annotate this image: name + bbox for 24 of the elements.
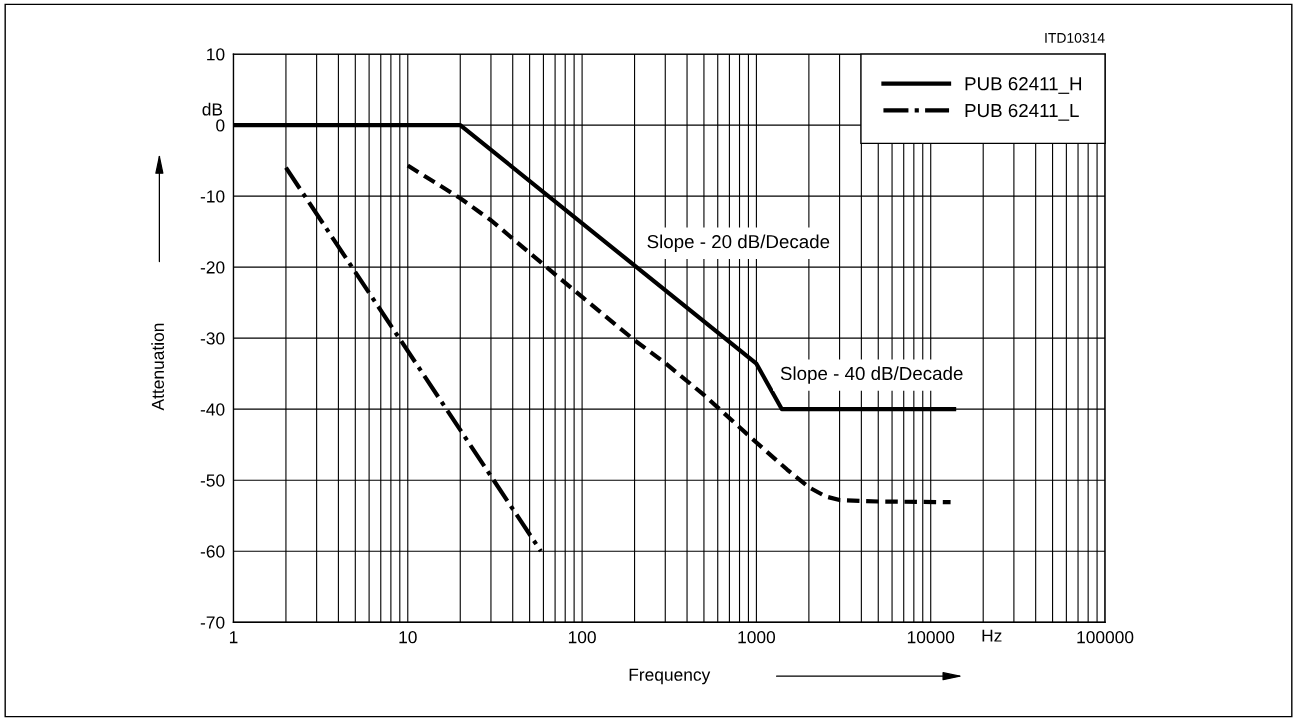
x-tick-label: 10000 [907,631,955,644]
y-axis-title: Attenuation [151,323,165,411]
x-tick-label: 100 [568,631,596,644]
y-tick-label: -50 [200,474,225,487]
x-tick-label: 10 [399,631,417,644]
y-tick-label: 10 [207,48,225,61]
annotation: Slope - 40 dB/Decade [780,366,963,384]
y-tick-label: 0 [216,119,225,132]
y-tick-label: -30 [200,332,225,345]
text: Hz [982,629,1002,642]
annotation: Slope - 20 dB/Decade [647,234,830,253]
x-tick-label: 100000 [1077,631,1134,644]
y-tick-label: -40 [200,403,225,416]
y-tick-label: -10 [200,190,225,203]
y-tick-label: -20 [200,261,225,274]
x-tick-label: 1 [229,631,238,644]
x-tick-label: 1000 [738,631,776,644]
y-tick-label: -60 [200,545,225,558]
x-axis-title: Frequency [629,668,711,685]
text: ITD10314 [1045,32,1105,43]
legend-label: PUB 62411_H [965,77,1082,94]
y-tick-label: -70 [200,616,225,629]
legend-label: PUB 62411_L [965,103,1079,121]
text: dB [202,102,223,116]
